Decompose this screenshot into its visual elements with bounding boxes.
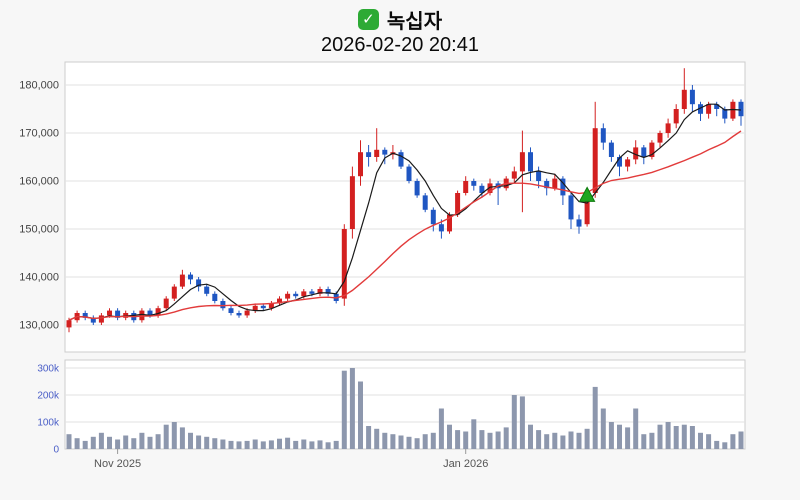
svg-text:150,000: 150,000 xyxy=(19,224,59,236)
svg-text:130,000: 130,000 xyxy=(19,320,59,332)
svg-text:Jan 2026: Jan 2026 xyxy=(443,458,488,470)
price-candlestick-chart: 130,000 140,000 150,000 160,000 170,000 180,0… xyxy=(19,61,746,353)
svg-text:Nov 2025: Nov 2025 xyxy=(94,458,141,470)
svg-text:100k: 100k xyxy=(37,418,60,429)
volume-bar-chart: 300k 200k 100k 0 Nov 2025 Jan 2026 xyxy=(37,359,746,470)
svg-text:140,000: 140,000 xyxy=(19,272,59,284)
chart-datetime: 2026-02-20 20:41 xyxy=(321,34,479,56)
svg-text:300k: 300k xyxy=(37,364,60,375)
stock-symbol: 녹십자 xyxy=(386,10,443,33)
checkbox-icon: ✓ xyxy=(357,8,379,30)
svg-text:200k: 200k xyxy=(37,391,60,402)
svg-text:160,000: 160,000 xyxy=(19,176,59,188)
chart-header: ✓ 녹십자 2026-02-20 20:41 xyxy=(0,0,800,58)
svg-text:0: 0 xyxy=(53,445,59,456)
svg-text:170,000: 170,000 xyxy=(19,128,59,140)
svg-text:180,000: 180,000 xyxy=(19,80,59,92)
chart-title-row: ✓ 녹십자 xyxy=(0,6,800,33)
